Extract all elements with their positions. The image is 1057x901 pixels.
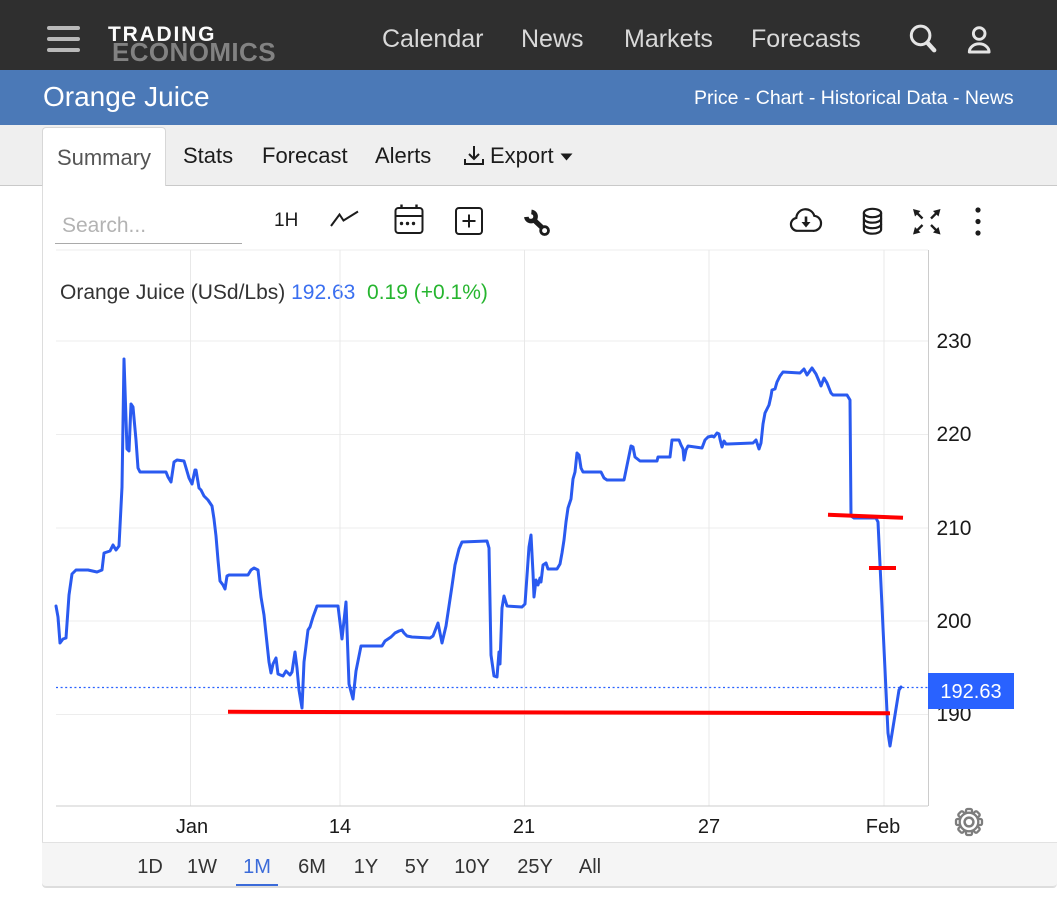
svg-text:Feb: Feb	[866, 816, 900, 838]
svg-text:200: 200	[936, 610, 971, 633]
svg-text:192.63: 192.63	[940, 681, 1001, 703]
svg-text:230: 230	[936, 330, 971, 353]
svg-text:210: 210	[936, 517, 971, 540]
svg-text:220: 220	[936, 423, 971, 446]
svg-text:21: 21	[513, 816, 535, 838]
svg-text:14: 14	[329, 816, 351, 838]
svg-text:27: 27	[698, 816, 720, 838]
svg-text:Jan: Jan	[176, 816, 208, 838]
